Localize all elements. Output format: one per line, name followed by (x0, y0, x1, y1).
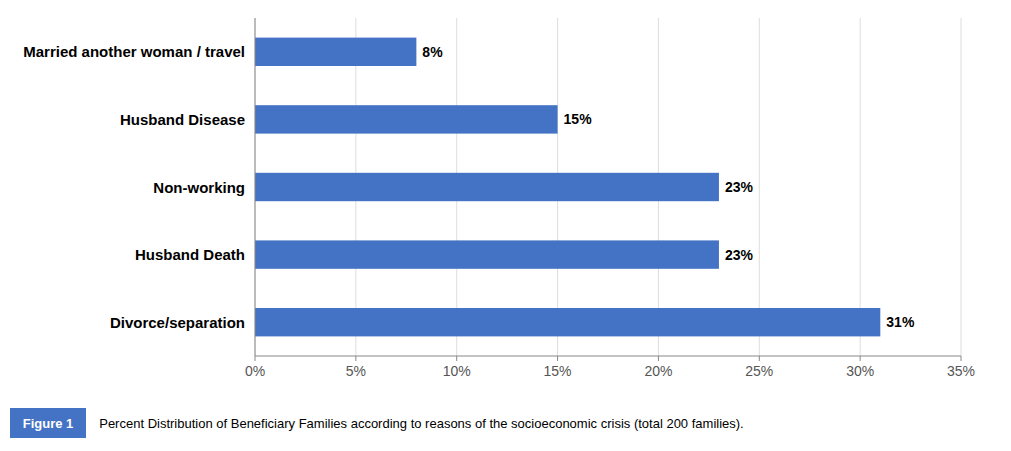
data-label: 23% (725, 179, 754, 195)
bar (255, 240, 719, 268)
x-axis-line (255, 356, 961, 357)
category-label: Husband Disease (120, 111, 245, 128)
tick-mark (658, 356, 659, 361)
data-label: 23% (725, 247, 754, 263)
chart-svg: 0% 5% 10% 15% 20% 25% 30% 35% 31% 23% 23% 15% 8% Divo… (0, 0, 1011, 451)
caption-text: Percent Distribution of Beneficiary Fami… (92, 416, 744, 431)
category-label: Husband Death (135, 246, 245, 263)
y-axis-line (255, 18, 256, 356)
grid-line (860, 18, 861, 356)
bar (255, 105, 558, 133)
tick-label: 10% (443, 363, 471, 379)
tick-label: 20% (644, 363, 672, 379)
data-label: 31% (886, 314, 915, 330)
data-label: 15% (564, 111, 593, 127)
tick-mark (961, 356, 962, 361)
bar (255, 308, 880, 336)
category-label: Non-working (153, 179, 245, 196)
grid-line (759, 18, 760, 356)
chart-container: 0% 5% 10% 15% 20% 25% 30% 35% 31% 23% 23% 15% 8% Divo… (0, 0, 1011, 451)
caption-box (10, 408, 86, 438)
bar (255, 173, 719, 201)
tick-label: 25% (745, 363, 773, 379)
tick-label: 5% (346, 363, 366, 379)
tick-label: 35% (947, 363, 975, 379)
tick-mark (759, 356, 760, 361)
grid-line (961, 18, 962, 356)
data-label: 8% (422, 44, 443, 60)
category-label: Divorce/separation (110, 314, 245, 331)
tick-label: 15% (544, 363, 572, 379)
tick-label: 30% (846, 363, 874, 379)
tick-label: 0% (245, 363, 265, 379)
tick-mark (860, 356, 861, 361)
tick-mark (456, 356, 457, 361)
bar (255, 38, 416, 66)
tick-mark (355, 356, 356, 361)
tick-mark (557, 356, 558, 361)
grid (255, 18, 961, 356)
tick-mark (255, 356, 256, 361)
category-label: Married another woman / travel (23, 43, 245, 60)
bars (255, 38, 880, 337)
caption-label: Figure 1 (23, 416, 74, 431)
grid-line (255, 18, 256, 356)
